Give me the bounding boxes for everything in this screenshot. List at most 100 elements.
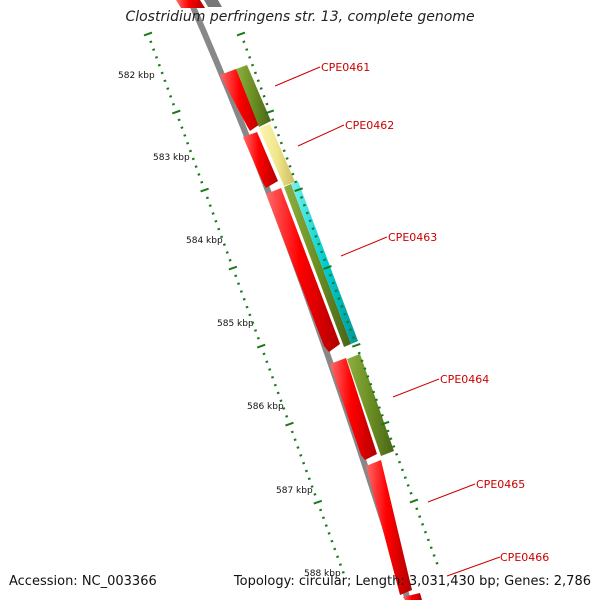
inner-tick-35 xyxy=(245,305,249,309)
outer-tick-57 xyxy=(403,476,407,480)
cds-feature-cpe0462 xyxy=(243,132,278,188)
inner-tick-38 xyxy=(253,329,258,332)
inner-tick-0 xyxy=(143,31,153,37)
outer-tick-14 xyxy=(279,141,283,145)
inner-tick-6 xyxy=(163,79,167,83)
outer-tick-30 xyxy=(323,265,332,270)
genome-summary-text: Topology: circular; Length: 3,031,430 bp… xyxy=(233,574,591,589)
outer-tick-67 xyxy=(432,554,436,557)
outer-tick-34 xyxy=(337,297,341,301)
inner-tick-44 xyxy=(270,375,275,379)
gene-leader-cpe0461 xyxy=(274,66,321,87)
outer-tick-38 xyxy=(348,328,353,332)
gene-feature-top-grey xyxy=(204,0,222,7)
inner-tick-45 xyxy=(273,383,277,387)
inner-tick-7 xyxy=(166,87,170,90)
cds-feature-cpe0461 xyxy=(220,69,263,131)
outer-tick-11 xyxy=(271,118,275,121)
outer-tick-16 xyxy=(285,157,289,160)
outer-tick-10 xyxy=(265,109,275,115)
gene-label-cpe0466: CPE0466 xyxy=(500,551,549,564)
outer-tick-54 xyxy=(395,452,399,456)
genome-backbone xyxy=(187,0,411,600)
inner-tick-5 xyxy=(160,71,164,75)
outer-tick-31 xyxy=(328,273,332,277)
gene-leader-cpe0465 xyxy=(427,483,476,503)
inner-tick-27 xyxy=(222,243,226,247)
outer-tick-ring xyxy=(236,31,439,565)
outer-tick-41 xyxy=(357,351,361,355)
outer-tick-60 xyxy=(409,498,419,504)
outer-tick-44 xyxy=(366,375,370,378)
inner-tick-10 xyxy=(171,109,181,115)
inner-tick-65 xyxy=(330,539,334,543)
cog-feature-cpe0463-a xyxy=(284,184,351,347)
outer-tick-7 xyxy=(259,87,263,90)
outer-tick-1 xyxy=(242,40,246,44)
outer-tick-62 xyxy=(418,515,422,518)
axis-tick-label-585: 585 kbp xyxy=(217,319,254,329)
outer-tick-51 xyxy=(386,429,390,433)
inner-tick-56 xyxy=(304,469,308,473)
outer-tick-39 xyxy=(351,336,355,339)
inner-tick-18 xyxy=(197,173,201,176)
inner-tick-2 xyxy=(152,48,156,51)
inner-tick-40 xyxy=(256,343,266,349)
inner-tick-16 xyxy=(191,157,195,161)
outer-tick-52 xyxy=(389,437,393,441)
inner-tick-67 xyxy=(336,555,340,559)
inner-tick-33 xyxy=(239,290,243,293)
outer-tick-33 xyxy=(334,289,338,293)
inner-tick-47 xyxy=(279,399,283,403)
gene-label-cpe0463: CPE0463 xyxy=(388,231,437,244)
outer-tick-59 xyxy=(409,491,413,495)
inner-tick-62 xyxy=(321,516,325,520)
outer-tick-47 xyxy=(374,398,378,402)
inner-tick-39 xyxy=(256,336,260,340)
axis-tick-label-588: 588 kbp xyxy=(304,569,341,579)
inner-tick-53 xyxy=(296,446,300,449)
outer-tick-28 xyxy=(320,250,324,254)
gene-leader-cpe0466 xyxy=(446,556,501,577)
inner-tick-26 xyxy=(220,235,224,239)
inner-tick-29 xyxy=(228,258,232,262)
inner-tick-22 xyxy=(208,204,212,208)
accession-text: Accession: NC_003366 xyxy=(9,574,157,589)
inner-tick-25 xyxy=(217,227,221,231)
inner-tick-63 xyxy=(324,524,328,527)
outer-tick-19 xyxy=(294,180,298,184)
inner-tick-8 xyxy=(169,95,173,98)
inner-tick-21 xyxy=(205,196,209,200)
outer-tick-35 xyxy=(340,305,344,308)
inner-tick-17 xyxy=(194,165,198,169)
inner-tick-ring xyxy=(143,31,345,574)
outer-tick-13 xyxy=(276,133,280,137)
cds-feature-cpe0463 xyxy=(266,188,340,352)
axis-tick-label-587: 587 kbp xyxy=(276,486,313,496)
outer-tick-5 xyxy=(253,71,257,75)
inner-tick-34 xyxy=(242,297,246,301)
outer-tick-49 xyxy=(380,414,384,417)
outer-tick-68 xyxy=(435,561,439,565)
gene-label-cpe0462: CPE0462 xyxy=(345,119,394,132)
inner-tick-32 xyxy=(237,282,241,286)
inner-tick-48 xyxy=(282,407,286,410)
outer-tick-53 xyxy=(392,445,396,448)
outer-tick-43 xyxy=(363,367,367,371)
gene-leader-cpe0462 xyxy=(297,124,345,147)
inner-tick-19 xyxy=(200,180,204,184)
outer-tick-36 xyxy=(343,312,347,316)
outer-tick-61 xyxy=(415,507,419,511)
inner-tick-50 xyxy=(285,421,294,427)
outer-tick-63 xyxy=(421,522,425,526)
axis-tick-label-586: 586 kbp xyxy=(247,402,284,412)
inner-tick-15 xyxy=(188,149,192,153)
outer-tick-24 xyxy=(308,219,312,223)
cds-feature-cpe0466 xyxy=(403,593,422,600)
inner-tick-41 xyxy=(262,352,266,356)
inner-tick-42 xyxy=(265,360,269,364)
outer-tick-26 xyxy=(314,235,318,238)
inner-tick-52 xyxy=(293,438,297,442)
inner-tick-20 xyxy=(200,187,209,193)
inner-tick-14 xyxy=(186,141,190,145)
